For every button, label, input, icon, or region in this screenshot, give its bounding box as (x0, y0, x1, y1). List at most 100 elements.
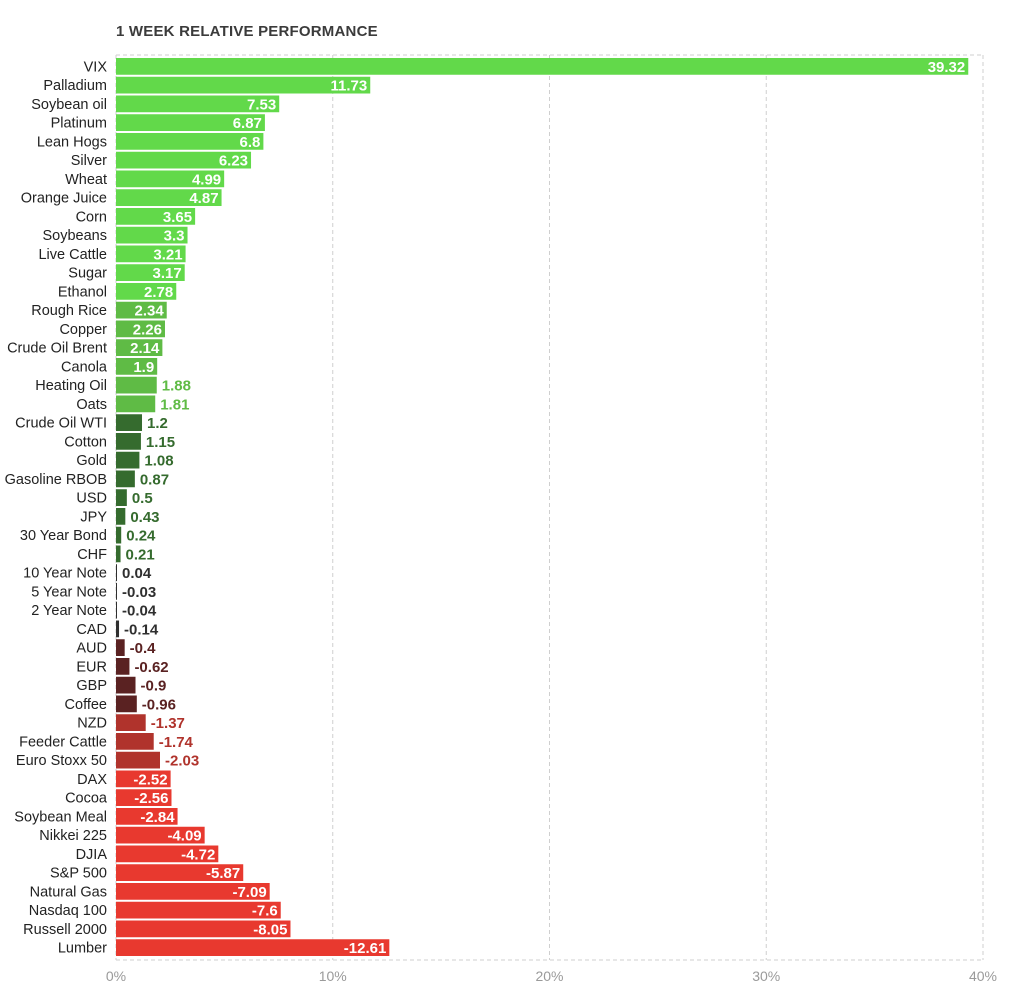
category-label: CAD (76, 622, 107, 638)
value-label: 1.2 (147, 415, 168, 432)
bar (116, 58, 969, 75)
category-label: 30 Year Bond (20, 528, 107, 544)
value-label: 0.5 (132, 490, 153, 507)
value-label: 4.87 (189, 190, 218, 207)
bar (116, 245, 186, 263)
bar (116, 601, 117, 619)
category-label: 10 Year Note (23, 566, 107, 582)
bar (116, 901, 281, 919)
chart-title: 1 WEEK RELATIVE PERFORMANCE (116, 23, 378, 40)
category-label: Crude Oil Brent (7, 341, 107, 357)
category-label: Rough Rice (31, 303, 107, 319)
bar (116, 939, 390, 956)
value-label: 6.23 (219, 153, 248, 170)
value-label: -0.04 (122, 603, 157, 620)
value-label: 1.81 (160, 396, 189, 413)
value-label: 4.99 (192, 171, 221, 188)
category-label: Euro Stoxx 50 (16, 753, 107, 769)
x-tick-label: 10% (319, 968, 347, 984)
bar (116, 358, 158, 375)
value-label: -1.74 (159, 734, 194, 751)
bar (116, 320, 165, 338)
bar (116, 733, 154, 750)
value-label: -2.52 (133, 771, 167, 788)
x-tick-label: 20% (535, 968, 563, 984)
value-label: 1.9 (133, 359, 154, 376)
bar (116, 508, 126, 525)
category-label: Sugar (68, 266, 107, 282)
bar (116, 639, 125, 656)
bar (116, 526, 122, 544)
category-label: Live Cattle (38, 247, 107, 263)
value-label: -5.87 (206, 865, 240, 882)
value-label: -8.05 (253, 921, 287, 938)
category-label: 2 Year Note (31, 603, 107, 619)
category-label: Silver (71, 153, 107, 169)
category-label: DAX (77, 772, 107, 788)
value-label: 1.08 (144, 453, 173, 470)
value-label: 6.87 (233, 115, 262, 132)
value-label: -7.09 (232, 884, 266, 901)
value-label: 7.53 (247, 96, 276, 113)
value-label: -4.09 (167, 828, 201, 845)
value-label: 39.32 (928, 59, 966, 76)
value-label: -0.62 (134, 659, 168, 676)
category-label: Lean Hogs (37, 134, 107, 150)
category-label: 5 Year Note (31, 584, 107, 600)
value-label: -7.6 (252, 903, 278, 920)
category-label: Gasoline RBOB (5, 472, 107, 488)
bar (116, 489, 127, 506)
bar (116, 714, 146, 731)
value-label: -0.9 (141, 678, 167, 695)
category-label: Platinum (51, 116, 107, 132)
value-label: 2.26 (133, 321, 162, 338)
value-label: 3.17 (153, 265, 182, 282)
category-label: Heating Oil (35, 378, 107, 394)
value-label: 2.14 (130, 340, 160, 357)
category-label: Feeder Cattle (19, 734, 107, 750)
value-label: 11.73 (331, 78, 368, 95)
category-label: Natural Gas (30, 884, 107, 900)
value-label: 2.34 (135, 303, 165, 320)
category-label: Orange Juice (21, 191, 107, 207)
category-label: Palladium (43, 78, 107, 94)
value-label: -2.56 (134, 790, 168, 807)
bar (116, 808, 178, 825)
labels-layer: 0% 10% 20% 30% 40% VIX 39.32 Palladium 11.73 Soyb… (5, 59, 997, 984)
category-label: Russell 2000 (23, 922, 107, 938)
value-label: 1.88 (162, 378, 191, 395)
category-label: Copper (59, 322, 107, 338)
category-label: EUR (76, 659, 107, 675)
bar (116, 676, 136, 694)
bar (116, 414, 143, 431)
bar (116, 751, 161, 769)
category-label: Crude Oil WTI (15, 416, 107, 432)
bar (116, 376, 157, 394)
bar (116, 133, 264, 150)
bar (116, 695, 137, 713)
bar (116, 151, 252, 169)
value-label: -1.37 (151, 715, 185, 732)
bar (116, 283, 177, 300)
category-label: Wheat (65, 172, 107, 188)
value-label: 0.21 (126, 546, 155, 563)
value-label: 6.8 (240, 134, 261, 151)
bar (116, 826, 205, 844)
category-label: Coffee (65, 697, 107, 713)
x-tick-label: 0% (106, 968, 126, 984)
category-label: Canola (61, 359, 108, 375)
bars-layer (116, 58, 969, 956)
bar (116, 395, 156, 413)
category-label: USD (76, 491, 107, 507)
bar (116, 301, 167, 319)
bar (116, 583, 117, 600)
bar (116, 658, 130, 675)
category-label: Lumber (58, 941, 107, 957)
bar (116, 620, 120, 638)
value-label: -2.84 (140, 809, 175, 826)
bar (116, 789, 172, 806)
category-label: GBP (76, 678, 107, 694)
bar (116, 864, 244, 881)
x-tick-label: 40% (969, 968, 997, 984)
